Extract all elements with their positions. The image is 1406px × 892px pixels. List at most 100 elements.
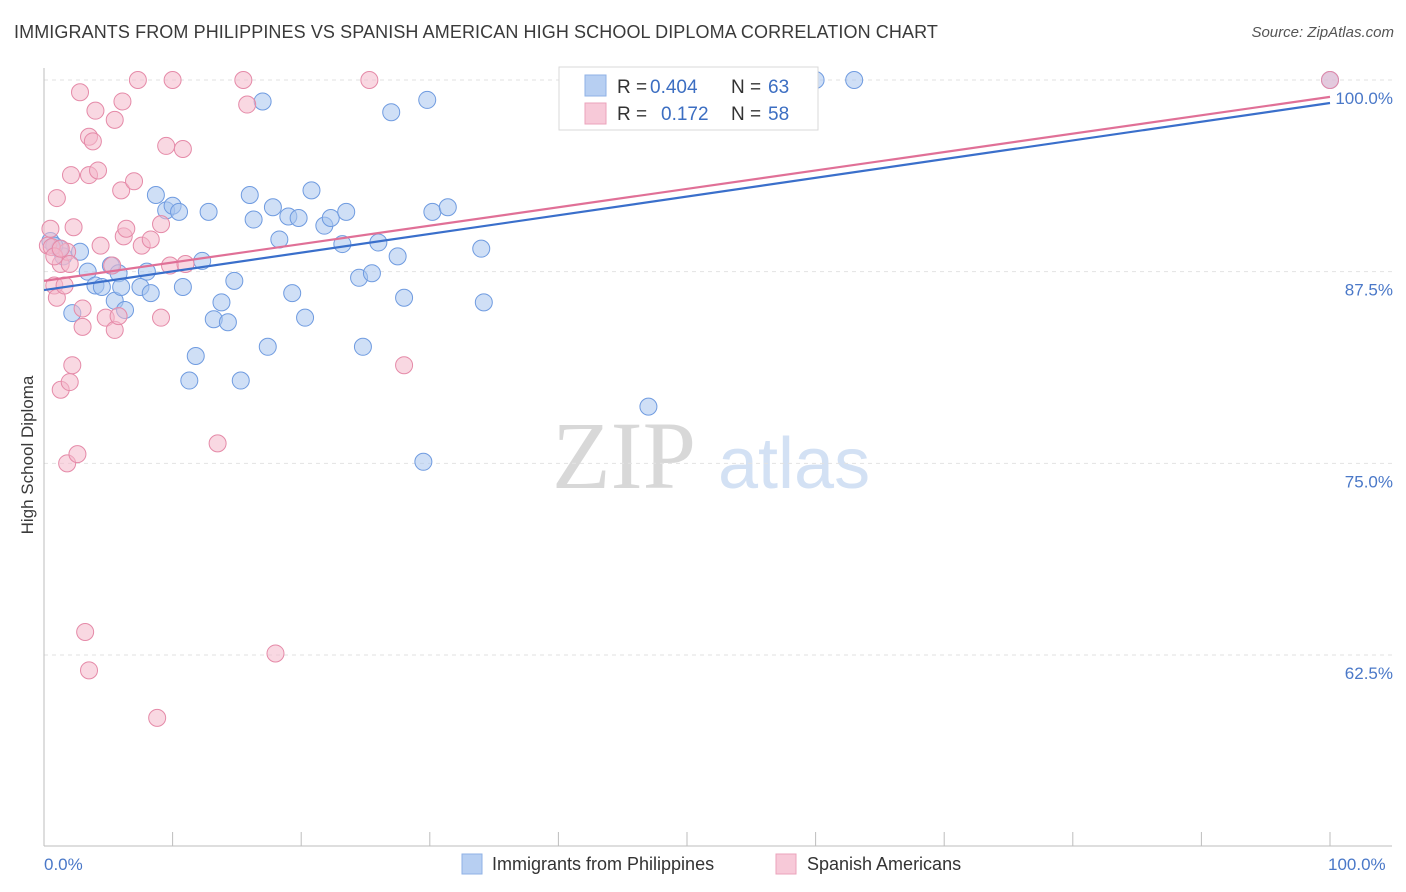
legend-swatch-spanish [584, 102, 607, 125]
data-point [199, 202, 218, 221]
data-point [60, 373, 79, 392]
data-point [105, 110, 124, 129]
y-tick-label: 100.0% [1335, 89, 1393, 108]
series-legend-swatch-philippines [461, 853, 483, 875]
data-point [263, 198, 282, 217]
data-point [360, 71, 379, 89]
data-point [89, 161, 108, 180]
data-point [157, 136, 176, 155]
data-point [41, 219, 60, 238]
legend-r-label-philippines: R = [617, 77, 647, 98]
series-points-spanish [38, 71, 1339, 727]
data-point [382, 103, 401, 122]
data-point [438, 198, 457, 217]
legend-n-label-spanish: N = [731, 104, 761, 125]
data-point [321, 209, 340, 227]
data-point [238, 95, 257, 114]
legend-n-label-philippines: N = [731, 77, 761, 98]
data-point [113, 92, 132, 111]
y-axis-label: High School Diploma [18, 375, 37, 534]
data-point [173, 278, 192, 296]
data-point [474, 293, 493, 312]
legend-n-value-philippines: 63 [768, 77, 789, 98]
data-point [472, 239, 491, 258]
data-point [152, 215, 171, 234]
data-point [125, 172, 144, 191]
legend-n-value-spanish: 58 [768, 104, 789, 125]
data-point [152, 308, 171, 327]
series-legend: Immigrants from Philippines Spanish Amer… [461, 853, 961, 875]
x-tick-label-100: 100.0% [1328, 855, 1386, 874]
data-point [80, 661, 99, 680]
data-point [170, 202, 189, 221]
data-point [212, 293, 231, 312]
chart-title: IMMIGRANTS FROM PHILIPPINES VS SPANISH A… [14, 22, 938, 42]
data-point [141, 230, 160, 249]
legend-r-label-spanish: R = [617, 104, 647, 125]
series-legend-label-philippines: Immigrants from Philippines [492, 854, 714, 874]
trend-lines [43, 95, 1331, 292]
data-point [91, 236, 110, 255]
stats-legend: R = 0.404 N = 63 R = 0.172 N = 58 [558, 66, 819, 131]
trend-line-philippines [43, 101, 1331, 292]
data-point [218, 313, 237, 332]
data-point [62, 166, 81, 185]
data-point [51, 239, 70, 258]
data-point [109, 307, 128, 326]
data-point [208, 434, 227, 453]
data-point [423, 202, 442, 221]
data-point [180, 371, 199, 390]
data-point [83, 132, 102, 151]
gridlines [44, 79, 1392, 656]
data-point [395, 356, 414, 375]
x-tick-label-0: 0.0% [44, 855, 83, 874]
data-point [266, 644, 285, 663]
data-point [141, 284, 160, 303]
data-point [71, 83, 90, 102]
data-point [258, 337, 277, 356]
data-point [63, 356, 82, 375]
watermark-atlas: atlas [718, 424, 870, 504]
data-point [845, 71, 864, 89]
data-point [234, 71, 253, 89]
data-point [231, 371, 250, 390]
data-point [86, 101, 105, 120]
data-point [388, 247, 407, 266]
data-point [244, 210, 263, 229]
data-point [148, 708, 167, 727]
data-point [639, 397, 658, 416]
trend-line-spanish [43, 95, 1331, 282]
data-point [117, 219, 136, 238]
series-legend-label-spanish: Spanish Americans [807, 854, 961, 874]
data-point [163, 71, 182, 89]
data-points [38, 71, 1339, 727]
watermark-zip: ZIP [552, 402, 696, 509]
data-point [337, 202, 356, 221]
data-point [68, 445, 87, 464]
legend-swatch-philippines [584, 74, 607, 97]
data-point [173, 140, 192, 158]
series-legend-swatch-spanish [775, 853, 797, 875]
data-point [47, 189, 66, 208]
data-point [112, 181, 131, 200]
data-point [395, 288, 414, 307]
data-point [362, 264, 381, 283]
data-point [128, 71, 147, 89]
data-point [240, 186, 259, 204]
x-ticks [43, 832, 1331, 846]
data-point [418, 90, 437, 109]
data-point [1321, 71, 1339, 89]
data-point [112, 278, 131, 296]
chart-source: Source: ZipAtlas.com [1251, 24, 1394, 41]
data-point [353, 337, 372, 356]
data-point [289, 209, 308, 227]
y-tick-label: 87.5% [1345, 281, 1393, 300]
data-point [76, 623, 95, 641]
data-point [225, 271, 244, 290]
y-tick-label: 75.0% [1345, 472, 1393, 491]
legend-r-value-spanish: 0.172 [661, 104, 709, 125]
data-point [64, 218, 83, 237]
data-point [186, 347, 205, 365]
data-point [296, 308, 315, 327]
